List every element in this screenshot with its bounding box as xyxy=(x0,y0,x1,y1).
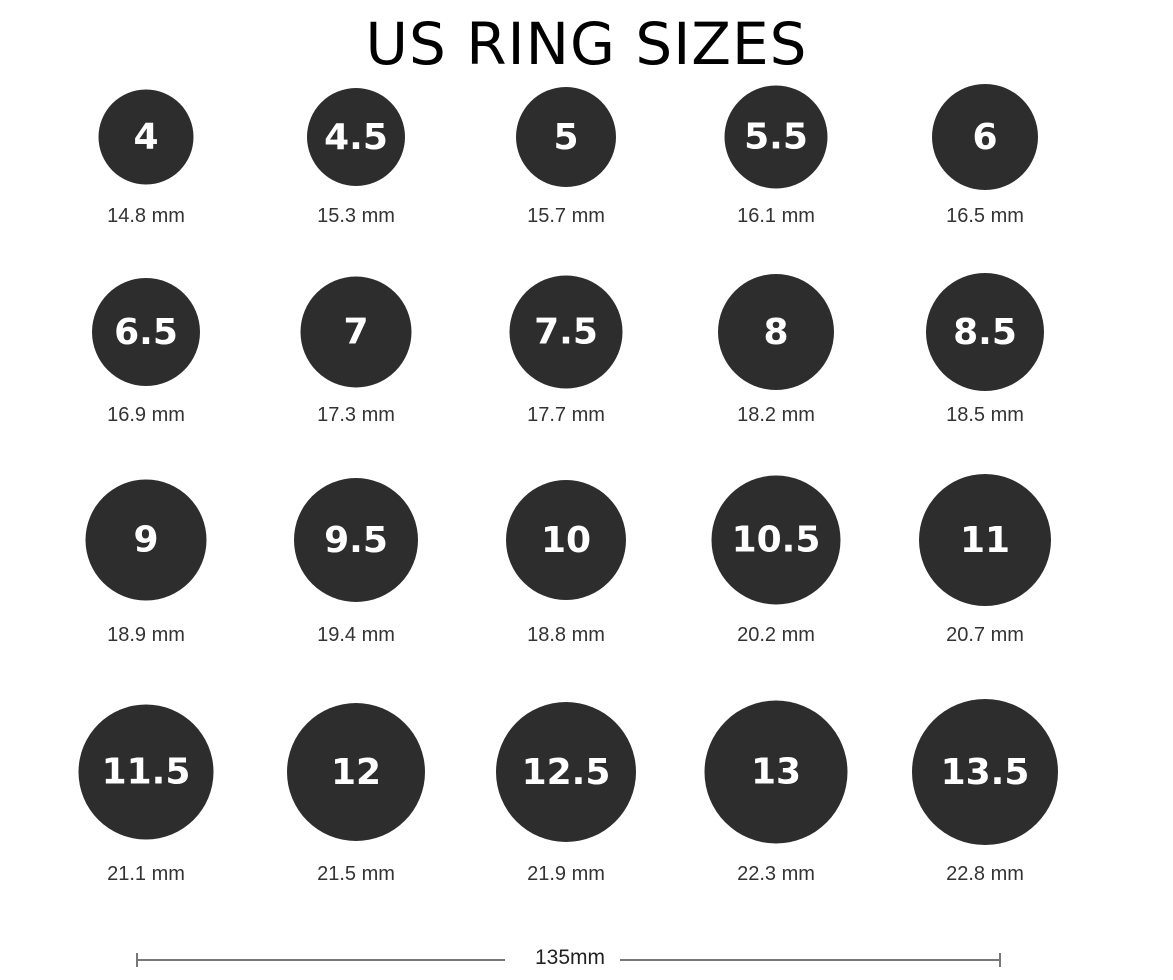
ring-circle: 7 xyxy=(300,276,412,388)
ring-size-label: 9.5 xyxy=(324,519,388,561)
ring-diameter-label: 17.7 mm xyxy=(527,404,605,426)
ring-circle: 11.5 xyxy=(78,704,214,840)
ring-circle: 6.5 xyxy=(92,278,200,386)
ring-circle: 5.5 xyxy=(724,85,828,189)
ring-diameter-label: 16.5 mm xyxy=(946,205,1024,227)
ring-circle: 13.5 xyxy=(912,699,1058,845)
ring-diameter-label: 15.7 mm xyxy=(527,205,605,227)
ring-diameter-label: 14.8 mm xyxy=(107,205,185,227)
ring-circle: 9.5 xyxy=(294,478,418,602)
scale-bar-label: 135mm xyxy=(534,946,606,969)
ring-size-label: 5.5 xyxy=(744,116,808,158)
ring-diameter-label: 20.7 mm xyxy=(946,624,1024,646)
ring-size-label: 11.5 xyxy=(101,751,191,793)
ring-circle: 9 xyxy=(85,479,207,601)
ring-circle: 12.5 xyxy=(496,702,636,842)
ring-diameter-label: 21.1 mm xyxy=(107,863,185,885)
ring-size-label: 10.5 xyxy=(731,519,821,561)
page-title: US RING SIZES xyxy=(365,10,808,78)
ring-size-label: 11 xyxy=(959,519,1011,561)
ring-size-label: 4.5 xyxy=(324,116,388,158)
ring-diameter-label: 21.5 mm xyxy=(317,863,395,885)
ring-circle: 11 xyxy=(919,474,1051,606)
ring-diameter-label: 16.9 mm xyxy=(107,404,185,426)
ring-circle: 6 xyxy=(932,84,1038,190)
ring-size-label: 12.5 xyxy=(521,751,611,793)
ring-diameter-label: 22.8 mm xyxy=(946,863,1024,885)
ring-size-label: 12 xyxy=(330,751,382,793)
ring-size-label: 9 xyxy=(133,519,159,561)
ring-size-label: 13.5 xyxy=(940,751,1030,793)
ring-diameter-label: 18.8 mm xyxy=(527,624,605,646)
ring-diameter-label: 17.3 mm xyxy=(317,404,395,426)
ring-diameter-label: 19.4 mm xyxy=(317,624,395,646)
ring-size-label: 13 xyxy=(750,751,802,793)
ring-size-label: 7.5 xyxy=(534,311,598,353)
ring-size-label: 4 xyxy=(133,116,159,158)
ring-size-label: 8.5 xyxy=(953,311,1017,353)
ring-diameter-label: 20.2 mm xyxy=(737,624,815,646)
ring-circle: 5 xyxy=(516,87,616,187)
ring-size-label: 10 xyxy=(540,519,592,561)
ring-size-label: 8 xyxy=(763,311,789,353)
ring-diameter-label: 22.3 mm xyxy=(737,863,815,885)
ring-size-label: 6 xyxy=(972,116,998,158)
ring-circle: 4 xyxy=(98,89,194,185)
ring-circle: 13 xyxy=(704,700,848,844)
scale-bar-line-left xyxy=(137,959,505,961)
ring-circle: 7.5 xyxy=(509,275,623,389)
ring-circle: 8 xyxy=(718,274,834,390)
ring-diameter-label: 18.2 mm xyxy=(737,404,815,426)
ring-size-label: 7 xyxy=(343,311,369,353)
ring-circle: 4.5 xyxy=(307,88,405,186)
ring-diameter-label: 18.9 mm xyxy=(107,624,185,646)
ring-circle: 8.5 xyxy=(926,273,1044,391)
scale-bar-right-tick xyxy=(999,953,1001,967)
ring-size-label: 6.5 xyxy=(114,311,178,353)
ring-diameter-label: 16.1 mm xyxy=(737,205,815,227)
ring-circle: 10.5 xyxy=(711,475,841,605)
ring-diameter-label: 18.5 mm xyxy=(946,404,1024,426)
ring-diameter-label: 15.3 mm xyxy=(317,205,395,227)
ring-circle: 10 xyxy=(506,480,626,600)
ring-diameter-label: 21.9 mm xyxy=(527,863,605,885)
ring-circle: 12 xyxy=(287,703,425,841)
scale-bar-line-right xyxy=(620,959,1000,961)
ring-size-label: 5 xyxy=(553,116,579,158)
